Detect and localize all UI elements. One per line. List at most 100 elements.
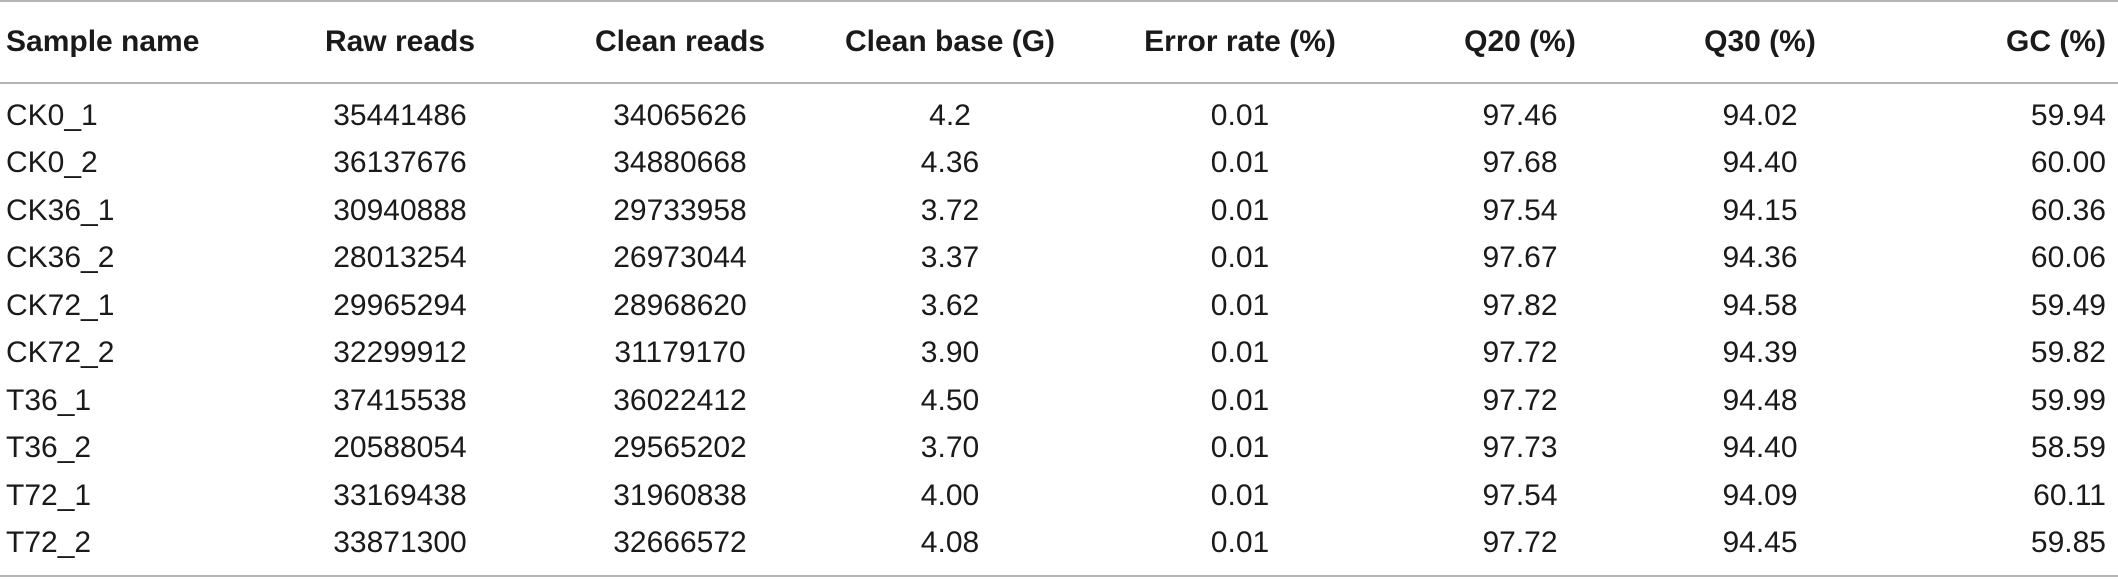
cell-q20: 97.72 <box>1482 526 1558 560</box>
table-row: CK36_2 28013254 26973044 3.37 0.01 97.67 94.36… <box>0 235 2118 283</box>
cell-q30: 94.02 <box>1722 98 1798 132</box>
header-error-rate: Error rate (%) <box>1144 25 1336 58</box>
cell-q30: 94.09 <box>1722 478 1798 512</box>
cell-clean-reads: 31960838 <box>613 478 747 512</box>
cell-q30: 94.40 <box>1722 146 1798 180</box>
cell-clean-reads: 34880668 <box>613 146 747 180</box>
cell-raw-reads: 35441486 <box>333 98 467 132</box>
cell-clean-reads: 31179170 <box>614 336 746 370</box>
cell-raw-reads: 29965294 <box>333 288 467 322</box>
cell-sample-name: CK72_1 <box>6 288 115 322</box>
cell-gc: 60.06 <box>2030 241 2106 275</box>
cell-error-rate: 0.01 <box>1210 383 1270 417</box>
cell-sample-name: T72_2 <box>6 526 92 560</box>
cell-q30: 94.40 <box>1722 431 1798 465</box>
cell-raw-reads: 33169438 <box>333 478 467 512</box>
cell-raw-reads: 30940888 <box>333 193 467 227</box>
cell-clean-reads: 28968620 <box>613 288 747 322</box>
cell-clean-base: 4.00 <box>920 478 980 512</box>
cell-sample-name: CK0_1 <box>6 98 98 132</box>
cell-q20: 97.54 <box>1482 193 1558 227</box>
header-row: Sample name Raw reads Clean reads Clean … <box>0 1 2118 83</box>
table-row: T36_2 20588054 29565202 3.70 0.01 97.73 94.40 5… <box>0 425 2118 473</box>
cell-q30: 94.36 <box>1722 241 1798 275</box>
cell-sample-name: CK0_2 <box>6 146 98 180</box>
cell-sample-name: CK36_1 <box>6 193 115 227</box>
header-clean-reads: Clean reads <box>594 25 766 58</box>
cell-q30: 94.45 <box>1722 526 1798 560</box>
cell-q20: 97.54 <box>1482 478 1558 512</box>
cell-gc: 60.11 <box>2033 478 2106 512</box>
table-row: CK36_1 30940888 29733958 3.72 0.01 97.54 94.15… <box>0 187 2118 235</box>
cell-clean-reads: 26973044 <box>613 241 747 275</box>
cell-clean-base: 3.62 <box>920 288 980 322</box>
cell-clean-base: 3.72 <box>920 193 980 227</box>
header-sample-name: Sample name <box>6 25 200 58</box>
cell-q20: 97.72 <box>1482 336 1558 370</box>
cell-sample-name: T72_1 <box>6 478 92 512</box>
cell-q30: 94.58 <box>1722 288 1798 322</box>
cell-q20: 97.67 <box>1482 241 1558 275</box>
cell-clean-base: 4.36 <box>920 146 980 180</box>
cell-error-rate: 0.01 <box>1210 431 1270 465</box>
cell-error-rate: 0.01 <box>1210 241 1270 275</box>
cell-raw-reads: 33871300 <box>333 526 467 560</box>
cell-clean-reads: 29733958 <box>613 193 747 227</box>
table-row: CK72_1 29965294 28968620 3.62 0.01 97.82 94.58… <box>0 282 2118 330</box>
table-row: CK0_2 36137676 34880668 4.36 0.01 97.68 94.40 6… <box>0 140 2118 188</box>
cell-raw-reads: 28013254 <box>333 241 467 275</box>
cell-q30: 94.39 <box>1722 336 1798 370</box>
cell-q20: 97.46 <box>1482 98 1558 132</box>
cell-gc: 60.36 <box>2030 193 2106 227</box>
cell-q20: 97.68 <box>1482 146 1558 180</box>
cell-gc: 59.99 <box>2030 383 2106 417</box>
table-row: CK0_1 35441486 34065626 4.2 0.01 97.46 94.02 59… <box>0 83 2118 140</box>
cell-error-rate: 0.01 <box>1210 98 1270 132</box>
cell-clean-reads: 34065626 <box>613 98 747 132</box>
table-row: T72_1 33169438 31960838 4.00 0.01 97.54 94.09 6… <box>0 472 2118 520</box>
cell-raw-reads: 37415538 <box>333 383 467 417</box>
cell-clean-base: 4.50 <box>920 383 980 417</box>
cell-error-rate: 0.01 <box>1210 336 1270 370</box>
cell-gc: 60.00 <box>2030 146 2106 180</box>
cell-clean-base: 4.08 <box>920 526 980 560</box>
header-raw-reads: Raw reads <box>324 25 476 58</box>
cell-sample-name: CK36_2 <box>6 241 115 275</box>
cell-error-rate: 0.01 <box>1210 288 1270 322</box>
cell-clean-reads: 29565202 <box>613 431 747 465</box>
cell-raw-reads: 20588054 <box>333 431 467 465</box>
cell-error-rate: 0.01 <box>1210 146 1270 180</box>
cell-raw-reads: 36137676 <box>333 146 467 180</box>
header-q20: Q20 (%) <box>1464 25 1576 58</box>
cell-q30: 94.15 <box>1722 193 1798 227</box>
cell-gc: 59.94 <box>2030 98 2106 132</box>
header-clean-base: Clean base (G) <box>844 25 1056 58</box>
cell-sample-name: CK72_2 <box>6 336 115 370</box>
cell-raw-reads: 32299912 <box>333 336 467 370</box>
cell-gc: 59.82 <box>2030 336 2106 370</box>
cell-sample-name: T36_2 <box>6 431 92 465</box>
cell-q20: 97.82 <box>1482 288 1558 322</box>
cell-clean-reads: 32666572 <box>613 526 747 560</box>
cell-error-rate: 0.01 <box>1210 478 1270 512</box>
table-row: T36_1 37415538 36022412 4.50 0.01 97.72 94.48 5… <box>0 377 2118 425</box>
cell-clean-base: 4.2 <box>929 98 971 132</box>
table-body: CK0_1 35441486 34065626 4.2 0.01 97.46 94.02 59… <box>0 83 2118 576</box>
cell-clean-reads: 36022412 <box>613 383 747 417</box>
cell-clean-base: 3.37 <box>920 241 980 275</box>
cell-q20: 97.72 <box>1482 383 1558 417</box>
cell-clean-base: 3.90 <box>920 336 980 370</box>
cell-clean-base: 3.70 <box>920 431 980 465</box>
cell-error-rate: 0.01 <box>1210 526 1270 560</box>
table-row: T72_2 33871300 32666572 4.08 0.01 97.72 94.45 5… <box>0 520 2118 576</box>
cell-gc: 58.59 <box>2030 431 2106 465</box>
header-q30: Q30 (%) <box>1704 25 1816 58</box>
header-gc: GC (%) <box>2006 25 2106 58</box>
cell-q20: 97.73 <box>1482 431 1558 465</box>
cell-q30: 94.48 <box>1722 383 1798 417</box>
cell-error-rate: 0.01 <box>1210 193 1270 227</box>
cell-gc: 59.85 <box>2030 526 2106 560</box>
table-row: CK72_2 32299912 31179170 3.90 0.01 97.72 94.39… <box>0 330 2118 378</box>
